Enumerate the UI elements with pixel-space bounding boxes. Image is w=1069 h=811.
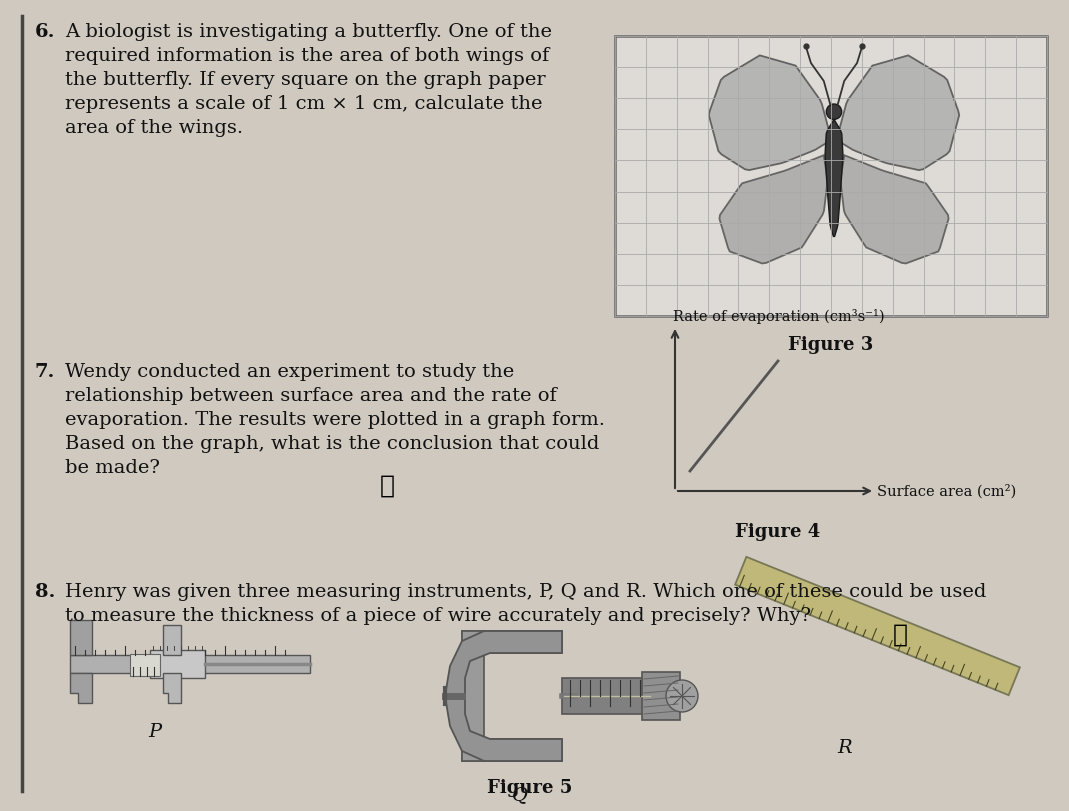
Text: 🧠: 🧠 — [379, 474, 396, 498]
Text: Q: Q — [512, 786, 528, 804]
Bar — [615, 36, 1047, 316]
Bar — [162, 625, 181, 655]
Text: Rate of evaporation (cm³s⁻¹): Rate of evaporation (cm³s⁻¹) — [673, 309, 885, 324]
Bar — [462, 631, 484, 761]
Text: to measure the thickness of a piece of wire accurately and precisely? Why?: to measure the thickness of a piece of w… — [65, 607, 811, 625]
Bar — [69, 655, 310, 673]
Text: be made?: be made? — [65, 459, 160, 477]
Text: Based on the graph, what is the conclusion that could: Based on the graph, what is the conclusi… — [65, 435, 600, 453]
Bar — [69, 620, 92, 655]
Text: Surface area (cm²): Surface area (cm²) — [877, 484, 1017, 498]
Circle shape — [826, 104, 841, 119]
Text: Wendy conducted an experiment to study the: Wendy conducted an experiment to study t… — [65, 363, 514, 381]
Text: Figure 3: Figure 3 — [788, 336, 873, 354]
Text: required information is the area of both wings of: required information is the area of both… — [65, 47, 549, 65]
Text: Henry was given three measuring instruments, P, Q and R. Which one of these coul: Henry was given three measuring instrume… — [65, 583, 987, 601]
Bar — [562, 678, 652, 714]
Text: Figure 4: Figure 4 — [734, 523, 820, 541]
Text: represents a scale of 1 cm × 1 cm, calculate the: represents a scale of 1 cm × 1 cm, calcu… — [65, 95, 542, 113]
Text: 🧠: 🧠 — [893, 623, 908, 647]
Polygon shape — [709, 55, 832, 170]
Text: Figure 5: Figure 5 — [487, 779, 573, 797]
Bar — [642, 672, 680, 720]
Text: area of the wings.: area of the wings. — [65, 119, 243, 137]
Circle shape — [666, 680, 698, 712]
Bar — [462, 739, 562, 761]
Text: relationship between surface area and the rate of: relationship between surface area and th… — [65, 387, 557, 405]
Text: 6.: 6. — [35, 23, 56, 41]
Polygon shape — [69, 673, 92, 703]
Text: the butterfly. If every square on the graph paper: the butterfly. If every square on the gr… — [65, 71, 545, 89]
Bar — [462, 631, 562, 653]
Polygon shape — [840, 155, 948, 264]
Polygon shape — [735, 557, 1020, 695]
Polygon shape — [719, 155, 827, 264]
Bar — [130, 654, 160, 676]
Text: R: R — [838, 739, 852, 757]
Text: evaporation. The results were plotted in a graph form.: evaporation. The results were plotted in… — [65, 411, 605, 429]
Text: A biologist is investigating a butterfly. One of the: A biologist is investigating a butterfly… — [65, 23, 552, 41]
Text: 7.: 7. — [35, 363, 56, 381]
Polygon shape — [162, 673, 181, 703]
Text: 8.: 8. — [35, 583, 56, 601]
Polygon shape — [837, 55, 959, 170]
Polygon shape — [825, 119, 843, 237]
Text: P: P — [149, 723, 161, 741]
Polygon shape — [445, 631, 562, 761]
Bar — [150, 650, 205, 678]
